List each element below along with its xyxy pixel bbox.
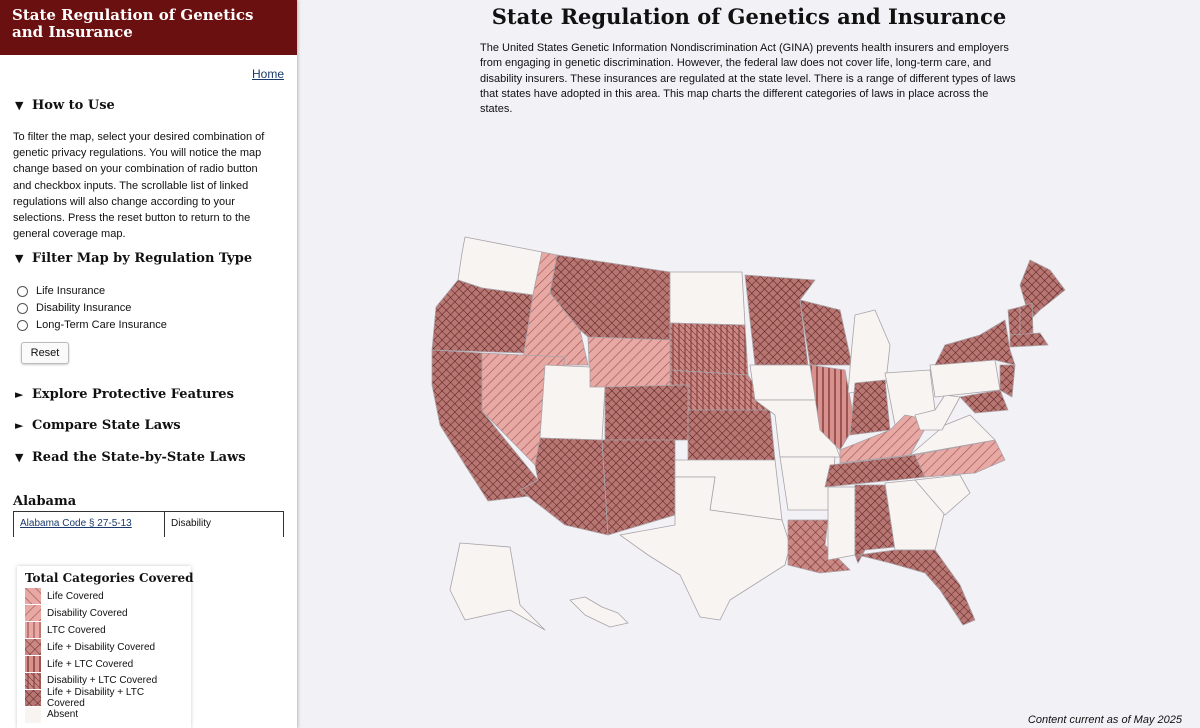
legend-swatch	[25, 588, 41, 605]
legend-label: LTC Covered	[47, 624, 106, 636]
state-name-heading: Alabama	[13, 494, 77, 509]
state-ms[interactable]	[827, 486, 856, 561]
legend: Total Categories Covered Life Covered Dis…	[17, 566, 194, 728]
state-md[interactable]	[959, 389, 1009, 414]
read-laws-heading: Read the State-by-State Laws	[32, 450, 246, 465]
law-type: Disability	[171, 518, 212, 529]
legend-label: Disability + LTC Covered	[47, 675, 158, 687]
legend-item: Life + Disability Covered	[25, 639, 183, 656]
expanded-arrow-icon: ▼	[15, 252, 24, 265]
radio-label: Disability Insurance	[36, 302, 132, 314]
state-il[interactable]	[809, 364, 856, 451]
radio-button[interactable]	[17, 319, 28, 331]
read-laws-toggle[interactable]: ▼ Read the State-by-State Laws	[15, 450, 246, 465]
legend-title: Total Categories Covered	[25, 571, 194, 585]
how-to-use-toggle[interactable]: ▼ How to Use	[15, 98, 115, 113]
radio-disability-insurance[interactable]: Disability Insurance	[17, 302, 131, 314]
collapsed-arrow-icon: ►	[15, 419, 24, 432]
state-co[interactable]	[604, 384, 689, 441]
state-ny[interactable]	[934, 319, 1016, 366]
state-wy[interactable]	[587, 336, 671, 391]
legend-item: Disability + LTC Covered	[25, 672, 183, 689]
legend-label: Life + Disability + LTC Covered	[47, 686, 145, 709]
state-ks[interactable]	[687, 409, 776, 461]
radio-life-insurance[interactable]: Life Insurance	[17, 285, 105, 297]
state-va[interactable]	[909, 414, 996, 456]
legend-label: Life Covered	[47, 590, 104, 602]
compare-laws-toggle[interactable]: ► Compare State Laws	[15, 418, 181, 433]
reset-button[interactable]: Reset	[21, 342, 69, 364]
legend-item: Life Covered	[25, 588, 183, 605]
state-tx[interactable]	[619, 476, 791, 621]
state-nd[interactable]	[669, 271, 746, 326]
state-nj[interactable]	[999, 364, 1016, 398]
radio-ltc-insurance[interactable]: Long-Term Care Insurance	[17, 319, 167, 331]
page-title: State Regulation of Genetics and Insuran…	[491, 4, 1007, 29]
state-ma[interactable]	[1009, 332, 1049, 348]
legend-item: Life + Disability + LTC Covered	[25, 686, 183, 709]
explore-features-toggle[interactable]: ► Explore Protective Features	[15, 387, 234, 402]
radio-label: Long-Term Care Insurance	[36, 319, 167, 331]
filter-map-heading: Filter Map by Regulation Type	[32, 251, 253, 266]
legend-item: LTC Covered	[25, 622, 183, 639]
home-link[interactable]: Home	[251, 67, 284, 81]
law-table-row: Alabama Code § 27-5-13 Disability	[13, 511, 284, 537]
sidebar-title: State Regulation of Genetics and Insuran…	[0, 0, 297, 55]
radio-button[interactable]	[17, 302, 28, 314]
intro-text: The United States Genetic Information No…	[480, 42, 1016, 116]
state-nm[interactable]	[601, 439, 676, 536]
filter-map-toggle[interactable]: ▼ Filter Map by Regulation Type	[15, 251, 252, 266]
legend-swatch	[25, 689, 41, 706]
legend-swatch	[25, 706, 41, 723]
collapsed-arrow-icon: ►	[15, 388, 24, 401]
legend-label: Life + LTC Covered	[47, 658, 134, 670]
legend-label: Absent	[47, 709, 79, 721]
sidebar: State Regulation of Genetics and Insuran…	[0, 0, 297, 728]
legend-label: Disability Covered	[47, 607, 128, 619]
legend-item: Disability Covered	[25, 605, 183, 622]
legend-swatch	[25, 639, 41, 656]
state-mn[interactable]	[744, 274, 816, 366]
legend-swatch	[25, 622, 41, 639]
expanded-arrow-icon: ▼	[15, 451, 24, 464]
radio-label: Life Insurance	[36, 285, 106, 297]
state-in[interactable]	[849, 379, 891, 436]
legend-item: Life + LTC Covered	[25, 656, 183, 673]
legend-swatch	[25, 605, 41, 622]
state-sc[interactable]	[914, 474, 971, 516]
state-fl[interactable]	[857, 549, 976, 626]
state-vt[interactable]	[1007, 306, 1021, 336]
state-ak[interactable]	[449, 542, 546, 631]
state-nh[interactable]	[1019, 302, 1034, 336]
explore-features-heading: Explore Protective Features	[32, 387, 234, 402]
legend-label: Life + Disability Covered	[47, 641, 156, 653]
legend-swatch	[25, 672, 41, 689]
state-hi[interactable]	[569, 596, 629, 628]
how-to-use-text: To filter the map, select your desired c…	[13, 131, 265, 241]
legend-item: Absent	[25, 706, 183, 723]
content-date-note: Content current as of May 2025	[1027, 714, 1182, 726]
compare-laws-heading: Compare State Laws	[32, 418, 181, 433]
legend-swatch	[25, 656, 41, 672]
how-to-use-heading: How to Use	[32, 98, 115, 113]
state-wi[interactable]	[799, 299, 853, 366]
state-ia[interactable]	[749, 364, 819, 401]
expanded-arrow-icon: ▼	[15, 99, 24, 112]
us-coverage-map	[431, 236, 1066, 631]
radio-button[interactable]	[17, 285, 28, 297]
law-citation-link[interactable]: Alabama Code § 27-5-13	[14, 512, 165, 537]
state-sd[interactable]	[669, 322, 749, 376]
